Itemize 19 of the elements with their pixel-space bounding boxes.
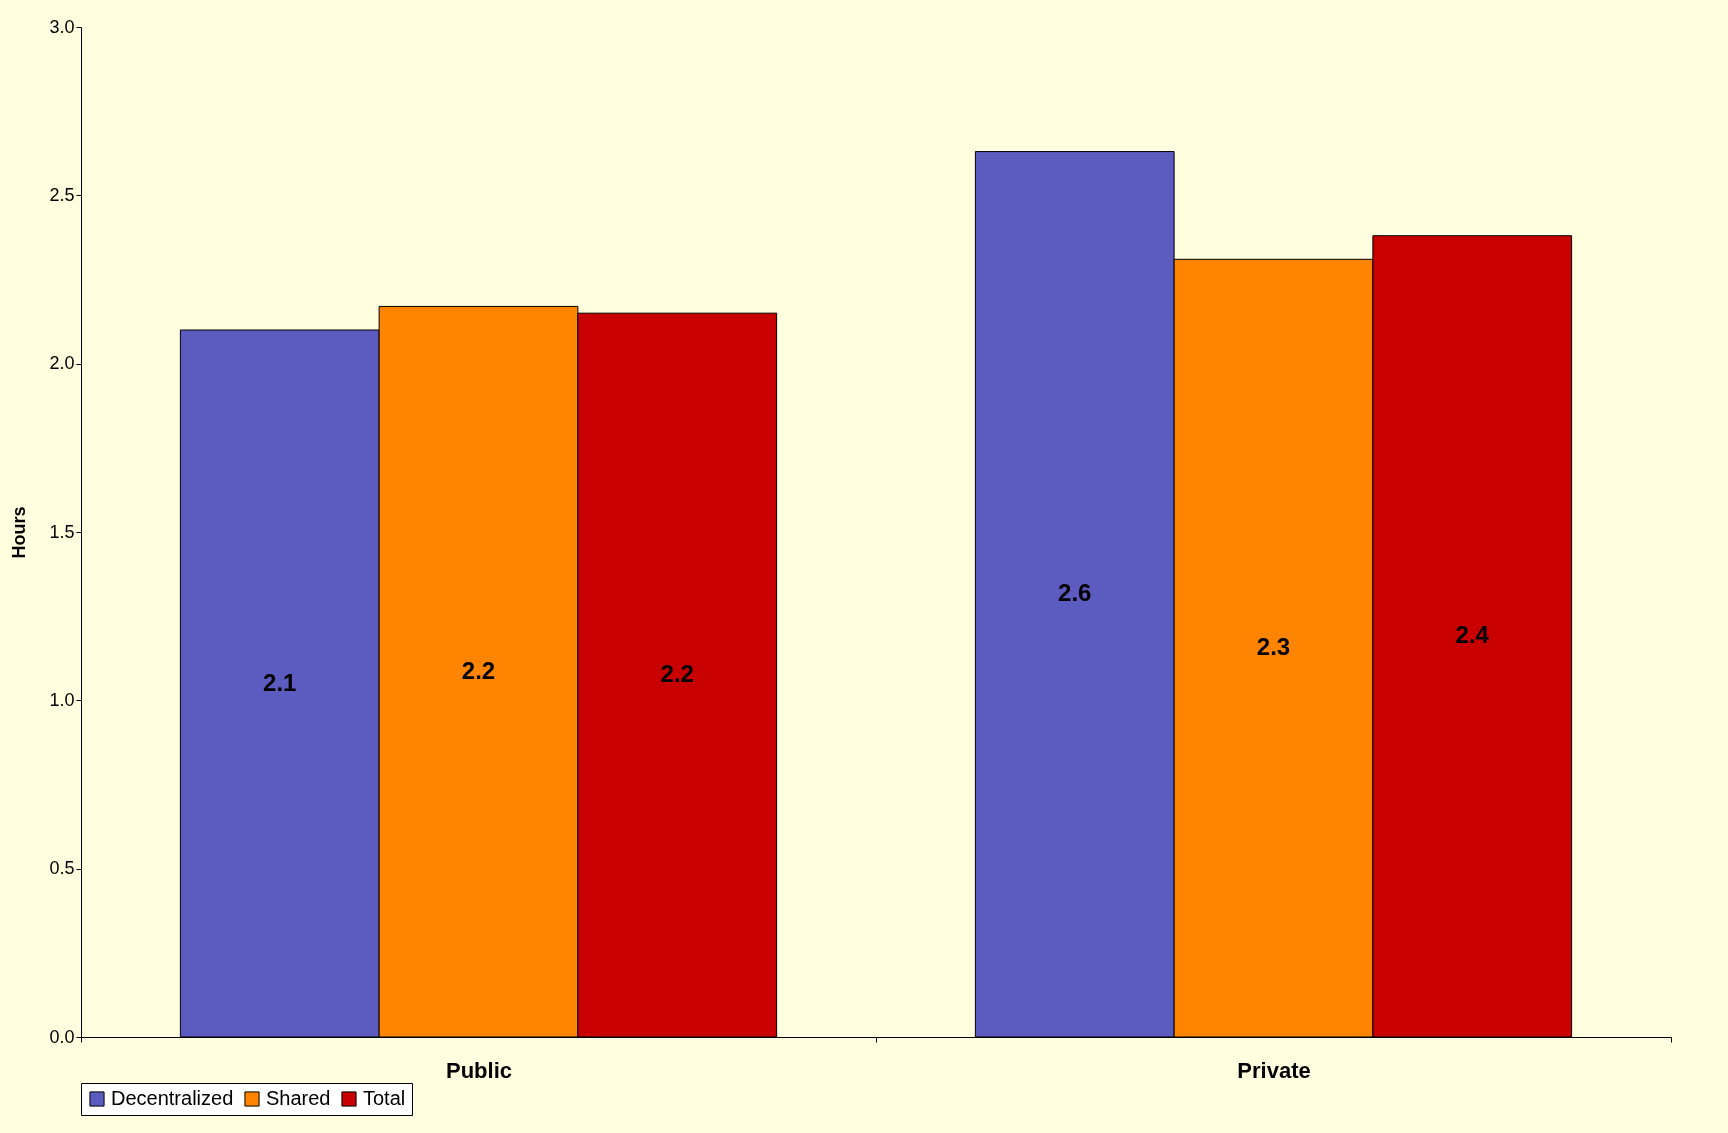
y-axis-title: Hours bbox=[9, 506, 30, 559]
data-label: 2.2 bbox=[660, 660, 694, 688]
y-tick-label: 1.5 bbox=[49, 521, 75, 542]
data-label: 2.6 bbox=[1058, 579, 1092, 607]
data-label: 2.4 bbox=[1455, 621, 1490, 649]
legend-label: Total bbox=[363, 1087, 406, 1109]
y-tick-label: 0.5 bbox=[49, 858, 75, 879]
legend-label: Shared bbox=[266, 1087, 331, 1109]
data-label: 2.1 bbox=[263, 668, 297, 696]
y-tick-label: 1.0 bbox=[49, 689, 75, 710]
data-label: 2.3 bbox=[1256, 633, 1291, 661]
y-tick-label: 0.0 bbox=[49, 1026, 75, 1047]
x-tick-label: Public bbox=[445, 1057, 513, 1083]
y-tick-label: 2.5 bbox=[49, 184, 75, 205]
data-label: 2.2 bbox=[461, 656, 496, 684]
y-tick-label: 3.0 bbox=[49, 16, 75, 37]
legend-label: Decentralized bbox=[111, 1087, 234, 1109]
y-tick-label: 2.0 bbox=[49, 353, 75, 374]
x-tick-label: Private bbox=[1237, 1057, 1311, 1083]
